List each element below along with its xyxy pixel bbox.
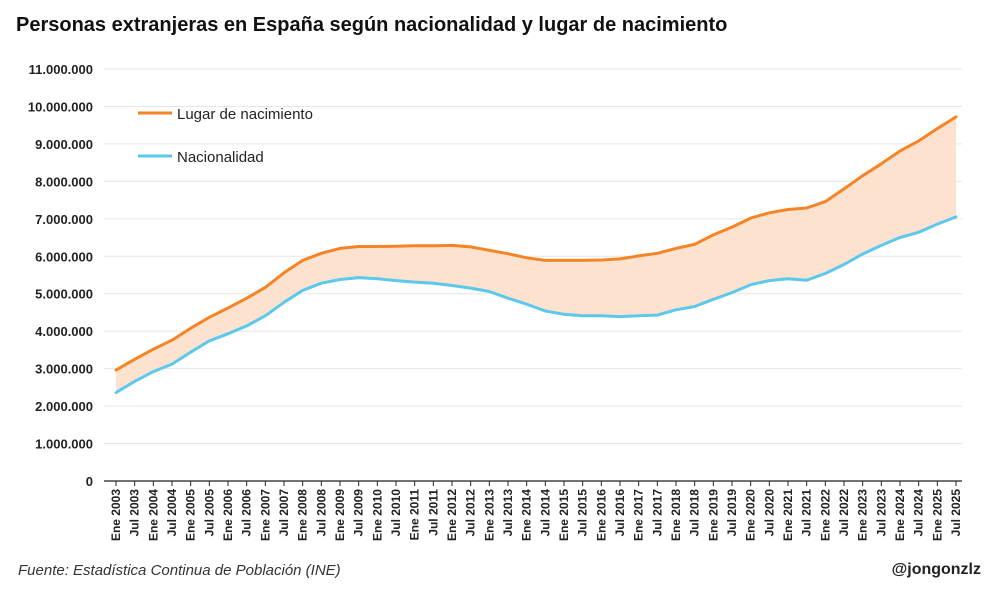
- x-tick-label: Jul 2008: [314, 489, 328, 537]
- x-tick-label: Jul 2012: [464, 489, 478, 537]
- x-tick-label: Ene 2004: [146, 489, 160, 541]
- y-tick-label: 7.000.000: [35, 212, 93, 227]
- x-tick-label: Jul 2009: [352, 489, 366, 537]
- x-tick-label: Ene 2025: [930, 489, 944, 541]
- axes: [104, 480, 962, 486]
- legend-label-birthplace: Lugar de nacimiento: [177, 106, 313, 123]
- x-tick-label: Jul 2006: [240, 489, 254, 537]
- x-tick-label: Jul 2003: [128, 489, 142, 537]
- y-tick-label: 1.000.000: [35, 437, 93, 452]
- y-tick-label: 2.000.000: [35, 399, 93, 414]
- x-tick-label: Jul 2021: [800, 489, 814, 537]
- x-tick-label: Ene 2011: [408, 489, 422, 541]
- x-tick-label: Ene 2016: [594, 489, 608, 541]
- x-tick-label: Jul 2011: [426, 489, 440, 536]
- author-credit: @jongonzlz: [891, 561, 981, 578]
- y-tick-label: 3.000.000: [35, 362, 93, 377]
- series-line-nationality: [114, 215, 958, 395]
- x-tick-label: Jul 2017: [650, 489, 664, 537]
- x-tick-label: Ene 2013: [482, 489, 496, 541]
- series-line-birthplace: [114, 115, 958, 372]
- x-tick-label: Ene 2014: [520, 489, 534, 541]
- x-tick-label: Ene 2008: [296, 489, 310, 541]
- x-tick-label: Ene 2021: [781, 489, 795, 541]
- y-tick-label: 9.000.000: [35, 137, 93, 152]
- x-tick-labels: Ene 2003 Jul 2003 Ene 2004 Jul 2004 Ene 2005…: [109, 489, 963, 541]
- x-tick-label: Jul 2010: [389, 489, 403, 537]
- legend-label-nationality: Nacionalidad: [177, 149, 264, 166]
- x-tick-label: Ene 2005: [184, 489, 198, 541]
- y-tick-label: 0: [86, 474, 93, 489]
- x-tick-label: Ene 2009: [333, 489, 347, 541]
- gap-area: [116, 116, 956, 393]
- x-tick-label: Jul 2007: [277, 489, 291, 537]
- x-tick-label: Ene 2015: [557, 489, 571, 541]
- x-tick-label: Jul 2015: [576, 489, 590, 537]
- chart-title: Personas extranjeras en España según nac…: [16, 14, 728, 36]
- y-tick-label: 5.000.000: [35, 287, 93, 302]
- y-tick-label: 6.000.000: [35, 249, 93, 264]
- x-tick-label: Ene 2006: [221, 489, 235, 541]
- x-tick-label: Jul 2018: [688, 489, 702, 537]
- legend: Lugar de nacimiento Nacionalidad: [138, 106, 313, 166]
- y-tick-label: 8.000.000: [35, 174, 93, 189]
- x-tick-label: Jul 2004: [165, 489, 179, 537]
- x-tick-label: Jul 2023: [874, 489, 888, 537]
- x-tick-label: Jul 2019: [725, 489, 739, 537]
- gap-band: [116, 116, 956, 393]
- x-tick-label: Jul 2016: [613, 489, 627, 537]
- x-tick-label: Ene 2007: [258, 489, 272, 541]
- x-tick-label: Jul 2005: [202, 489, 216, 537]
- x-tick-label: Ene 2012: [445, 489, 459, 541]
- x-tick-label: Ene 2020: [744, 489, 758, 541]
- source-note: Fuente: Estadística Continua de Població…: [18, 562, 341, 579]
- x-tick-label: Jul 2013: [501, 489, 515, 537]
- x-tick-label: Ene 2003: [109, 489, 123, 541]
- x-tick-label: Jul 2020: [762, 489, 776, 537]
- x-tick-label: Jul 2022: [837, 489, 851, 537]
- x-tick-label: Ene 2019: [706, 489, 720, 541]
- x-tick-label: Ene 2022: [818, 489, 832, 541]
- x-tick-label: Jul 2025: [949, 489, 963, 537]
- series-lines: [114, 115, 958, 395]
- x-tick-label: Ene 2023: [856, 489, 870, 541]
- x-tick-label: Jul 2024: [912, 489, 926, 537]
- x-tick-label: Ene 2018: [669, 489, 683, 541]
- y-tick-label: 11.000.000: [29, 62, 93, 77]
- y-tick-labels: 0 1.000.000 2.000.000 3.000.000 4.000.000 5.0…: [28, 62, 93, 489]
- x-tick-label: Ene 2010: [370, 489, 384, 541]
- x-tick-label: Ene 2024: [893, 489, 907, 541]
- x-tick-label: Jul 2014: [538, 489, 552, 537]
- y-tick-label: 10.000.000: [28, 99, 93, 114]
- x-tick-label: Ene 2017: [632, 489, 646, 541]
- y-tick-label: 4.000.000: [35, 324, 93, 339]
